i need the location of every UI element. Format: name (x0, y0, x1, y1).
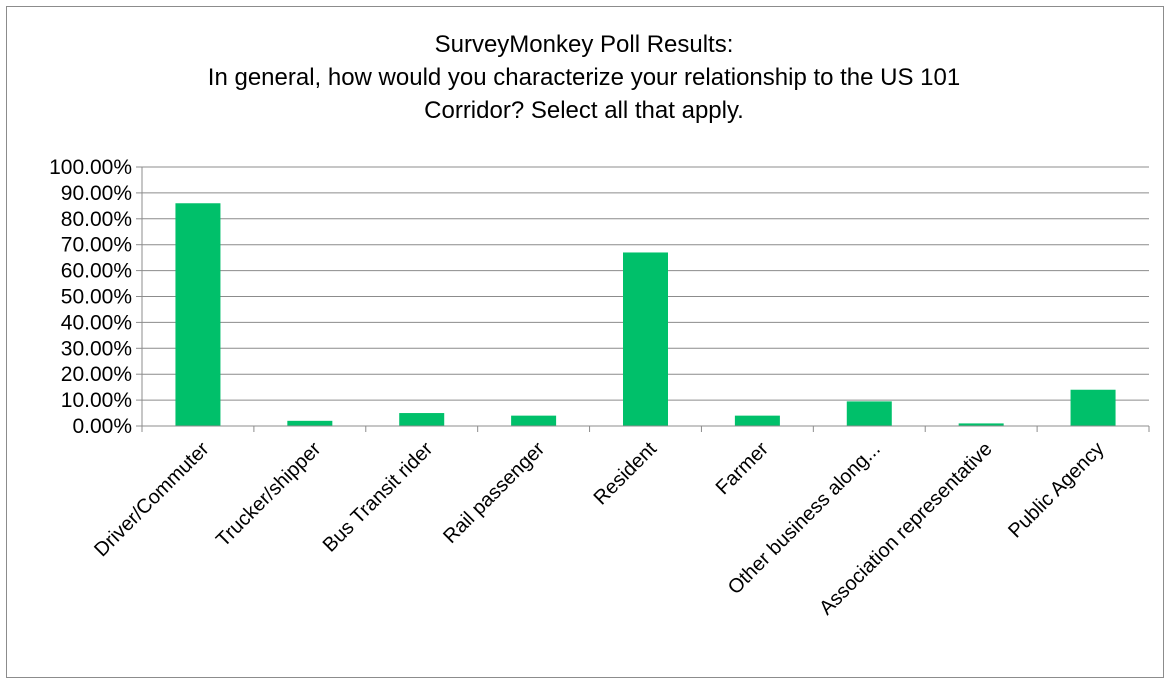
y-tick-label: 60.00% (61, 260, 132, 283)
y-tick-label: 10.00% (61, 389, 132, 412)
bars (175, 203, 1116, 426)
x-category-label: Driver/Commuter (90, 438, 213, 561)
bar-farmer (734, 415, 780, 426)
chart-title-line-1: SurveyMonkey Poll Results: (434, 31, 734, 58)
x-category-label: Resident (590, 438, 662, 510)
bar-public-agency (1070, 389, 1116, 426)
bar-association-representative (958, 423, 1004, 426)
y-tick-label: 80.00% (61, 208, 132, 231)
x-category-label: Bus Transit rider (319, 438, 438, 557)
y-tick-label: 30.00% (61, 337, 132, 360)
x-category-label: Rail passenger (439, 438, 549, 548)
y-tick-label: 100.00% (49, 156, 132, 179)
chart-title: SurveyMonkey Poll Results: In general, h… (0, 28, 1168, 127)
bar-bus-transit-rider (399, 413, 445, 426)
y-tick-label: 40.00% (61, 311, 132, 334)
x-category-label: Trucker/shipper (212, 438, 326, 552)
chart-title-line-2: In general, how would you characterize y… (207, 64, 961, 91)
axes (136, 166, 1150, 432)
bar-driver-commuter (175, 203, 221, 426)
y-tick-label: 20.00% (61, 363, 132, 386)
bar-trucker-shipper (287, 420, 333, 426)
chart-title-line-3: Corridor? Select all that apply. (424, 97, 744, 124)
x-category-label: Public Agency (1004, 438, 1108, 542)
x-category-label: Farmer (712, 438, 773, 499)
y-tick-label: 70.00% (61, 234, 132, 257)
bar-other-business-along (846, 401, 892, 426)
y-tick-label: 90.00% (61, 182, 132, 205)
y-tick-labels: 0.00% 10.00% 20.00% 30.00% 40.00%50.00% 60.00… (49, 156, 132, 438)
bar-resident (623, 252, 668, 426)
y-tick-label: 0.00% (72, 415, 132, 438)
bar-rail-passenger (511, 415, 557, 426)
y-tick-label: 50.00% (61, 286, 132, 309)
